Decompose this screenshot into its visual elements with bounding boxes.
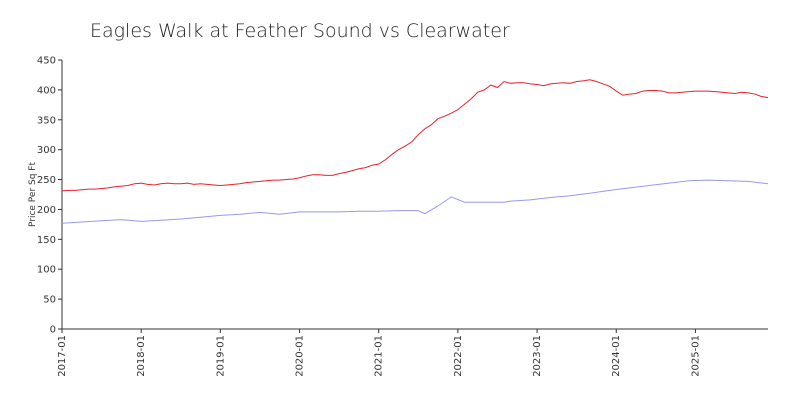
x-tick-label: 2018-01 xyxy=(136,335,147,377)
y-tick-label: 350 xyxy=(37,115,56,126)
x-tick-label: 2025-01 xyxy=(690,335,701,377)
series-line-1 xyxy=(61,79,769,192)
axes xyxy=(61,60,768,330)
x-tick-label: 2022-01 xyxy=(453,335,464,377)
x-tick-label: 2020-01 xyxy=(295,335,306,377)
x-tick-label: 2019-01 xyxy=(215,335,226,377)
chart-title: Eagles Walk at Feather Sound vs Clearwat… xyxy=(90,20,510,42)
y-tick-label: 450 xyxy=(37,56,56,67)
y-tick-label: 400 xyxy=(37,85,56,96)
y-axis-label: Price Per Sq Ft xyxy=(28,162,38,227)
x-tick-label: 2021-01 xyxy=(374,335,385,377)
series-line-2 xyxy=(61,179,769,224)
series-group xyxy=(61,79,769,224)
y-tick-label: 50 xyxy=(43,295,56,306)
y-tick-label: 250 xyxy=(37,175,56,186)
x-tick-label: 2023-01 xyxy=(532,335,543,377)
y-tick-label: 0 xyxy=(50,325,56,336)
x-tick-label: 2017-01 xyxy=(57,335,68,377)
y-tick-label: 300 xyxy=(37,145,56,156)
y-tick-label: 150 xyxy=(37,235,56,246)
y-ticks: 0 50 100 150 200 250 300 350 400 450 xyxy=(37,56,62,336)
x-tick-label: 2024-01 xyxy=(611,335,622,377)
y-tick-label: 100 xyxy=(37,265,56,276)
y-tick-label: 200 xyxy=(37,205,56,216)
x-ticks: 2017-01 2018-01 2019-01 2020-01 2021-01 2022-… xyxy=(57,329,701,377)
